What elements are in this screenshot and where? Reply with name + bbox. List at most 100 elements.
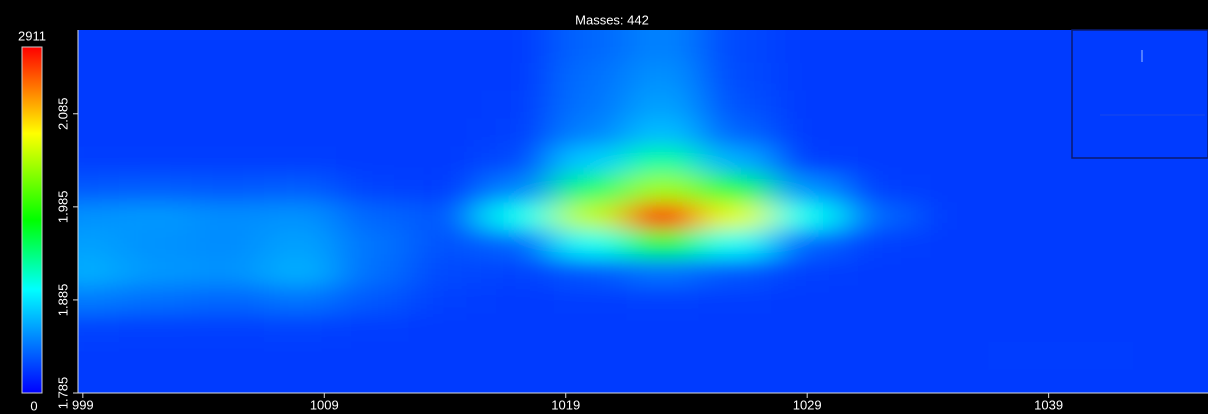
heatmap-cell — [78, 62, 120, 91]
x-tick-label: 1029 — [793, 397, 822, 412]
heatmap-cell — [336, 146, 410, 175]
heatmap-cell — [191, 30, 265, 64]
heatmap-cell — [408, 202, 482, 231]
heatmap-cell — [1060, 118, 1134, 147]
heatmap-cell — [119, 369, 192, 393]
heatmap-cell — [481, 90, 555, 119]
heatmap-cell — [626, 258, 700, 287]
heatmap-cell — [119, 341, 192, 371]
x-tick-label: 1039 — [1034, 397, 1063, 412]
x-tick-label: 1019 — [551, 397, 580, 412]
heatmap-cell — [915, 30, 989, 64]
heatmap-cell — [78, 369, 120, 393]
heatmap-cells — [78, 30, 1208, 393]
heatmap-cell — [481, 62, 555, 91]
heatmap-cell — [915, 258, 989, 287]
heatmap-cell — [408, 174, 482, 203]
heatmap-cell — [336, 285, 410, 315]
heatmap-cell — [78, 230, 120, 259]
heatmap-cell — [915, 341, 989, 371]
heatmap-cell — [988, 369, 1062, 393]
heatmap-cell — [119, 285, 192, 315]
heatmap-cell — [1133, 369, 1208, 393]
heatmap-cell — [988, 90, 1062, 119]
heatmap-cell — [336, 313, 410, 343]
heatmap-cell — [481, 285, 555, 315]
heatmap-cell — [770, 285, 844, 315]
heatmap-cell — [843, 313, 917, 343]
heatmap-cell — [481, 369, 555, 393]
heatmap-cell — [626, 369, 700, 393]
heatmap-cell — [698, 174, 772, 203]
heatmap-cell — [988, 146, 1062, 175]
heatmap-cell — [843, 369, 917, 393]
heatmap-cell — [770, 313, 844, 343]
heatmap-cell — [843, 62, 917, 91]
heatmap-cell — [481, 118, 555, 147]
heatmap-cell — [1060, 30, 1134, 64]
heatmap-cell — [119, 62, 192, 91]
heatmap-cell — [191, 230, 265, 259]
heatmap-cell — [78, 258, 120, 287]
heatmap-cell — [770, 90, 844, 119]
heatmap-cell — [553, 202, 627, 231]
heatmap-cell — [1133, 341, 1208, 371]
heatmap-cell — [553, 313, 627, 343]
heatmap-cell — [770, 118, 844, 147]
heatmap-cell — [1133, 313, 1208, 343]
heatmap-cell — [553, 90, 627, 119]
heatmap-cell — [770, 62, 844, 91]
heatmap-cell — [263, 341, 337, 371]
heatmap-cell — [408, 146, 482, 175]
heatmap-cell — [1133, 62, 1208, 91]
heatmap-cell — [698, 285, 772, 315]
heatmap-cell — [78, 285, 120, 315]
colorbar — [21, 46, 43, 394]
heatmap-cell — [191, 285, 265, 315]
heatmap-cell — [263, 202, 337, 231]
heatmap-cell — [119, 90, 192, 119]
heatmap-cell — [988, 30, 1062, 64]
heatmap-cell — [988, 258, 1062, 287]
heatmap-cell — [843, 341, 917, 371]
heatmap-cell — [698, 62, 772, 91]
heatmap-cell — [263, 369, 337, 393]
y-tick-label: 1.785 — [55, 377, 70, 410]
heatmap-cell — [481, 230, 555, 259]
heatmap-cell — [626, 202, 700, 231]
heatmap-cell — [843, 146, 917, 175]
heatmap-cell — [988, 202, 1062, 231]
heatmap-cell — [191, 341, 265, 371]
heatmap-cell — [553, 118, 627, 147]
heatmap-cell — [988, 174, 1062, 203]
heatmap-cell — [1060, 146, 1134, 175]
heatmap-cell — [626, 62, 700, 91]
heatmap-cell — [263, 146, 337, 175]
heatmap-cell — [78, 174, 120, 203]
heatmap-cell — [626, 341, 700, 371]
heatmap-cell — [988, 230, 1062, 259]
heatmap-cell — [698, 146, 772, 175]
heatmap-cell — [263, 174, 337, 203]
heatmap-cell — [336, 369, 410, 393]
heatmap-cell — [698, 90, 772, 119]
colorbar-min-label: 0 — [30, 398, 37, 413]
heatmap-cell — [1060, 90, 1134, 119]
heatmap-cell — [843, 285, 917, 315]
heatmap-cell — [1133, 230, 1208, 259]
heatmap-cell — [263, 313, 337, 343]
heatmap-cell — [119, 146, 192, 175]
heatmap-cell — [698, 258, 772, 287]
heatmap-cell — [481, 30, 555, 64]
heatmap-cell — [626, 174, 700, 203]
y-tick-label: 2.085 — [55, 97, 70, 130]
heatmap-cell — [843, 90, 917, 119]
heatmap-cell — [408, 230, 482, 259]
heatmap-cell — [626, 230, 700, 259]
heatmap-cell — [626, 285, 700, 315]
heatmap-cell — [843, 118, 917, 147]
heatmap-cell — [843, 230, 917, 259]
heatmap-cell — [481, 174, 555, 203]
heatmap-cell — [770, 202, 844, 231]
heatmap-cell — [698, 202, 772, 231]
